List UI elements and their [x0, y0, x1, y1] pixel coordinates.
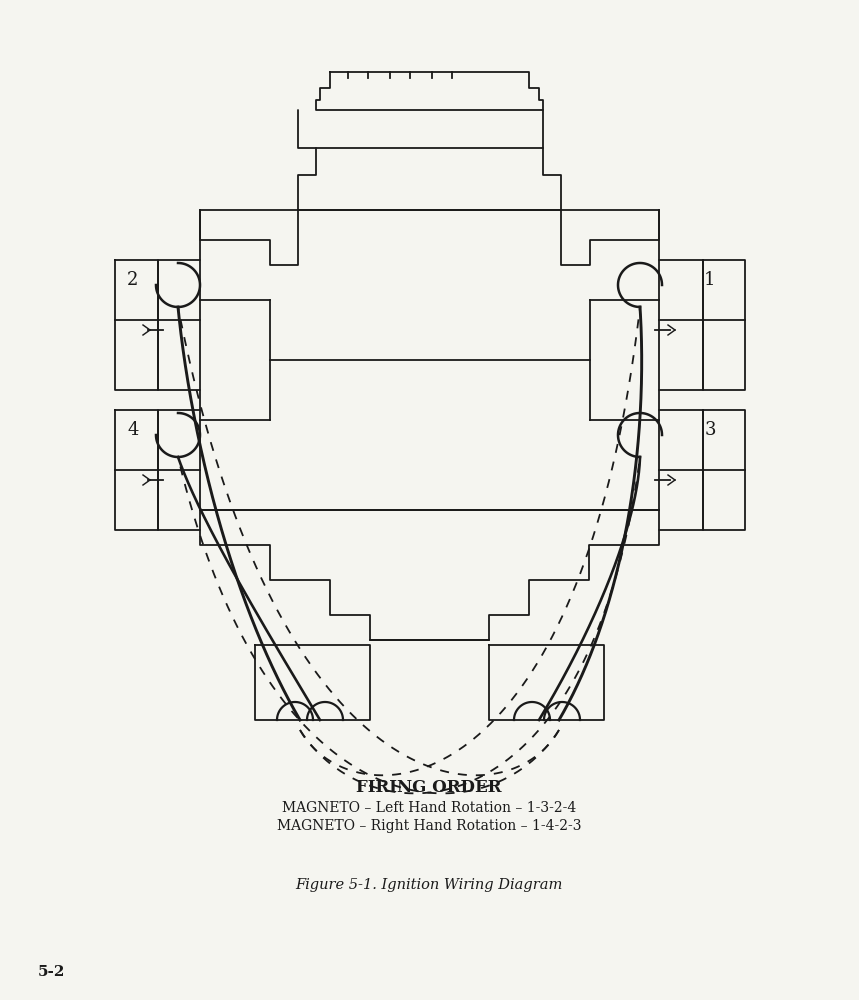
Text: FIRING ORDER: FIRING ORDER	[356, 780, 502, 796]
Text: 4: 4	[127, 421, 138, 439]
Text: 2: 2	[127, 271, 138, 289]
Text: Figure 5-1. Ignition Wiring Diagram: Figure 5-1. Ignition Wiring Diagram	[295, 878, 563, 892]
Text: 3: 3	[704, 421, 716, 439]
Text: 5-2: 5-2	[38, 965, 65, 979]
Text: MAGNETO – Left Hand Rotation – 1-3-2-4: MAGNETO – Left Hand Rotation – 1-3-2-4	[282, 801, 576, 815]
Text: 1: 1	[704, 271, 716, 289]
Text: MAGNETO – Right Hand Rotation – 1-4-2-3: MAGNETO – Right Hand Rotation – 1-4-2-3	[277, 819, 582, 833]
